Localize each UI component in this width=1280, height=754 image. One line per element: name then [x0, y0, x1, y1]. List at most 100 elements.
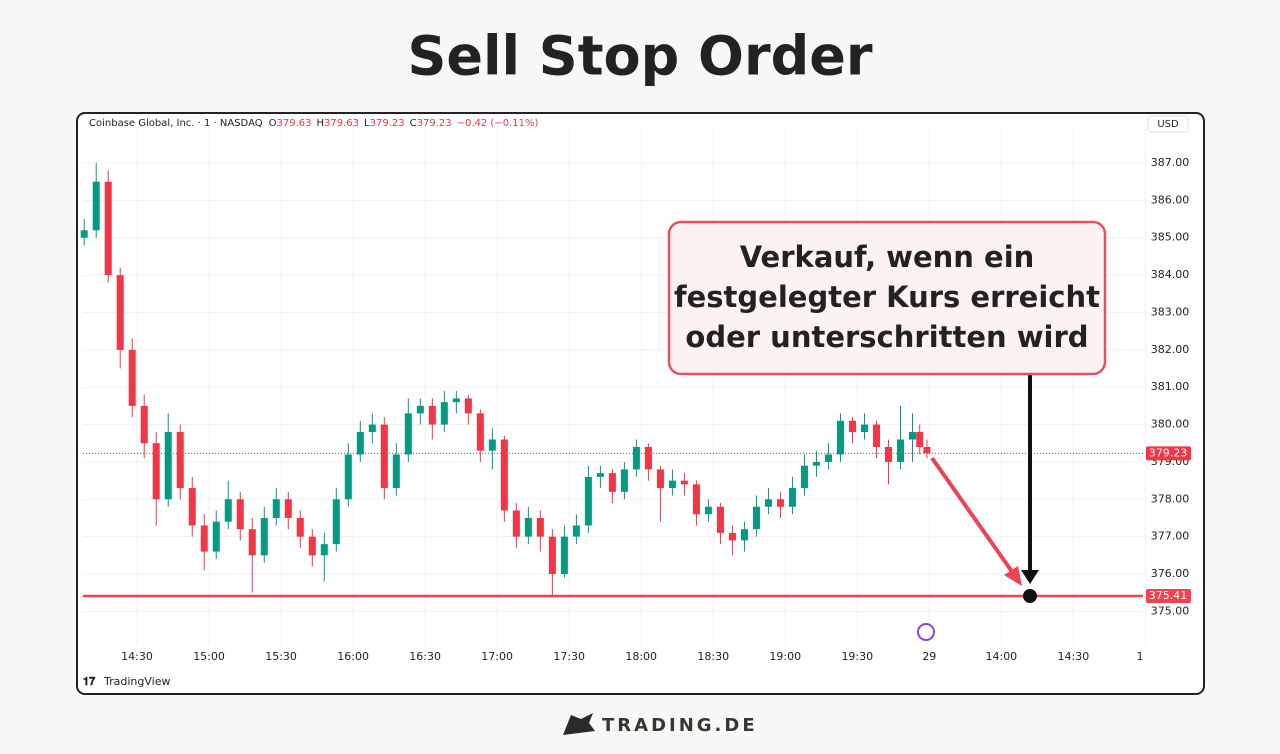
candle-body [656, 469, 664, 489]
candle-body [824, 454, 832, 462]
candle-body [128, 349, 136, 406]
candle-body [260, 517, 268, 556]
candle-body [176, 432, 184, 489]
callout-text: festgelegter Kurs erreicht [674, 280, 1100, 314]
header-part: Coinbase Global, Inc. · 1 · NASDAQ [89, 118, 263, 129]
y-tick-label: 387.00 [1151, 156, 1190, 169]
callout-text: Verkauf, wenn ein [740, 240, 1035, 274]
candle-body [909, 432, 917, 440]
y-tick-label: 383.00 [1151, 305, 1190, 318]
candle-body [692, 484, 700, 515]
candle-body [923, 446, 931, 454]
header-part: 379.23 [370, 118, 405, 129]
candle-body [284, 499, 292, 518]
candle-body [308, 536, 316, 556]
candle-body [788, 488, 796, 507]
header-part: H [317, 118, 325, 129]
candle-body [500, 439, 508, 511]
candle-body [452, 398, 460, 403]
candle-body [608, 473, 616, 492]
x-tick-label: 15:00 [193, 650, 225, 663]
candle-body [536, 517, 544, 537]
plot: 375.00376.00377.00378.00379.00380.00381.… [80, 115, 1191, 645]
candle-body [704, 506, 712, 515]
candle-body [740, 529, 748, 541]
candle-body [560, 536, 568, 575]
x-tick-label: 14:30 [1058, 650, 1090, 663]
watermark: TradingView [103, 675, 170, 688]
candle-body [344, 454, 352, 500]
candle-body [680, 480, 688, 485]
y-tick-label: 381.00 [1151, 380, 1190, 393]
candle-body [620, 469, 628, 492]
price-tag-label: 375.41 [1149, 589, 1188, 602]
tv-logo: 𝟏𝟕 [83, 675, 96, 688]
candle-body [356, 432, 364, 455]
candle-body [632, 446, 640, 470]
x-tick-label: 16:00 [337, 650, 369, 663]
candle-body [188, 488, 196, 526]
candle-body [548, 536, 556, 575]
candle-body [716, 506, 724, 533]
symbol-header: Coinbase Global, Inc. · 1 · NASDAQ O379.6… [89, 118, 538, 129]
x-axis: 14:30 15:00 15:30 16:00 16:30 17:00 17:30 18:00… [121, 650, 1143, 663]
header-part: L [364, 118, 370, 129]
candle-body [512, 510, 520, 537]
x-tick-label: 18:30 [697, 650, 729, 663]
candle-body [332, 499, 340, 545]
y-tick-label: 382.00 [1151, 343, 1190, 356]
candle-body [164, 432, 172, 500]
candle-body [764, 499, 772, 507]
candle-body [644, 446, 652, 470]
y-tick-label: 375.00 [1151, 604, 1190, 617]
x-tick-label: 19:00 [769, 650, 801, 663]
candle-body [320, 544, 328, 556]
candle-body [140, 405, 148, 444]
candle-body [872, 424, 880, 447]
candle-body [464, 398, 472, 414]
price-tag-label: 379.23 [1149, 446, 1188, 459]
x-tick-label: 16:30 [409, 650, 441, 663]
candle-body [368, 424, 376, 433]
y-tick-label: 385.00 [1151, 231, 1190, 244]
candle-body [428, 405, 436, 425]
candle-body [248, 529, 256, 556]
candle-body [752, 506, 760, 530]
x-tick-label: 19:30 [841, 650, 873, 663]
x-tick-label: 15:30 [265, 650, 297, 663]
candle-body [200, 525, 208, 552]
arrow [930, 456, 1015, 575]
candle-body [296, 517, 304, 537]
title: Sell Stop Order [407, 25, 872, 88]
candle-body [212, 521, 220, 552]
candle-body [392, 454, 400, 489]
logo: TRADING.DE [602, 715, 758, 736]
arrow-head [1004, 566, 1022, 586]
candle-body [812, 461, 820, 466]
y-tick-label: 377.00 [1151, 530, 1190, 543]
candle-body [728, 532, 736, 541]
y-tick-label: 376.00 [1151, 567, 1190, 580]
x-tick-label: 17:30 [553, 650, 585, 663]
candle-body [596, 473, 604, 477]
candle-body [104, 181, 112, 276]
candle-body [236, 499, 244, 530]
currency: USD [1157, 119, 1179, 130]
icon [917, 623, 935, 641]
y-tick-label: 378.00 [1151, 492, 1190, 505]
candle-body [476, 413, 484, 451]
stop-point [1023, 589, 1037, 603]
candle-body [404, 413, 412, 455]
header-part: 379.63 [324, 118, 359, 129]
candle-body [524, 517, 532, 537]
header-part: C [410, 118, 417, 129]
x-tick-label: 17:00 [481, 650, 513, 663]
candle-body [80, 230, 88, 238]
header: Coinbase Global, Inc. · 1 · NASDAQ O379.6… [89, 118, 538, 129]
candle-body [488, 439, 496, 451]
logo-icon [563, 713, 595, 735]
candle-body [572, 525, 580, 537]
candle-body [916, 432, 924, 447]
candle-body [584, 476, 592, 526]
